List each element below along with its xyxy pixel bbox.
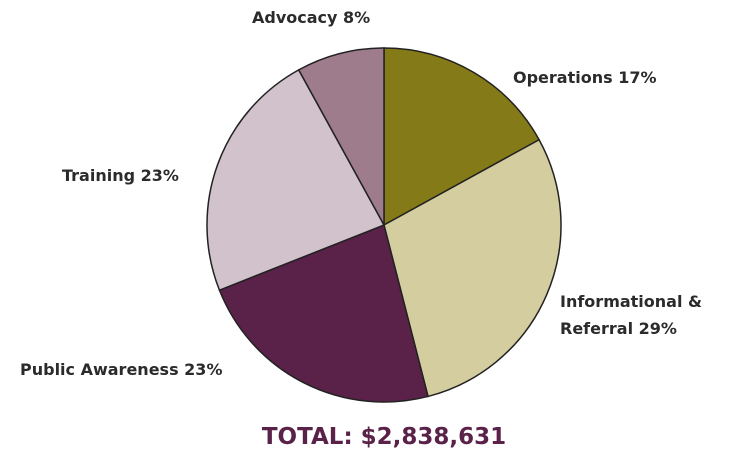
slice-label: Public Awareness 23% [20, 356, 280, 383]
category-label: Advocacy [252, 8, 338, 27]
total: TOTAL: $2,838,631 [261, 424, 507, 450]
category-label: Public Awareness [20, 360, 179, 379]
pie-slice [383, 47, 541, 227]
pie-slice [383, 138, 562, 398]
category-label: Informational & Referral [560, 292, 702, 338]
pie-slice [297, 47, 385, 226]
slice-label: Advocacy 8% [252, 4, 412, 31]
slice-label: Training 23% [62, 162, 222, 189]
category-label: Operations [513, 68, 613, 87]
slice-label: Operations 17% [513, 64, 713, 91]
pie-slice [206, 68, 386, 292]
value-label: 29% [638, 319, 677, 338]
category-label: Training [62, 166, 136, 185]
value-label: 17% [618, 68, 657, 87]
slice-label: Informational & Referral 29% [560, 288, 725, 342]
value-label: 23% [184, 360, 223, 379]
value-label: 8% [343, 8, 371, 27]
value-label: 23% [140, 166, 179, 185]
pie-slice [218, 223, 429, 403]
